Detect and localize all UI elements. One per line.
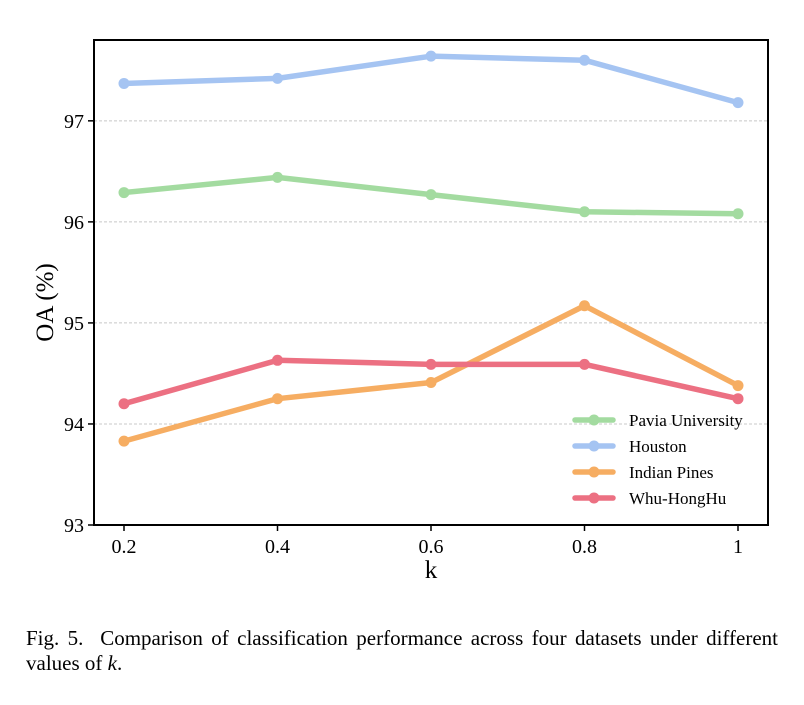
data-point-houston <box>118 77 130 89</box>
data-point-whu-honghu <box>579 358 590 370</box>
data-point-indian-pines <box>118 435 130 447</box>
legend-marker-indian-pines <box>588 466 600 478</box>
data-point-houston <box>732 97 744 109</box>
caption-variable: k <box>107 651 117 675</box>
data-point-pavia-university <box>732 208 744 220</box>
series-layer <box>118 50 744 447</box>
grid-lines <box>94 120 768 425</box>
data-point-houston <box>272 72 283 84</box>
legend: Pavia University Houston Indian Pines Whu-H… <box>572 411 743 508</box>
line-chart: 0.2 0.4 0.6 0.8 1 93 94 95 96 97 k OA (%) Pavia … <box>32 39 769 584</box>
x-tick-label: 0.2 <box>112 536 137 558</box>
figure-caption: Fig. 5. Comparison of classification per… <box>26 626 778 676</box>
legend-marker-whu-honghu <box>588 492 600 504</box>
y-tick-label: 97 <box>64 111 84 133</box>
data-point-indian-pines <box>425 377 437 389</box>
legend-label-indian-pines: Indian Pines <box>629 463 714 482</box>
x-tick-label: 0.4 <box>265 536 290 558</box>
data-point-whu-honghu <box>118 398 130 410</box>
caption-text: Comparison of classification performance… <box>26 626 779 675</box>
legend-label-houston: Houston <box>629 437 687 456</box>
series-line-houston <box>121 53 741 106</box>
y-axis: 93 94 95 96 97 <box>64 111 94 537</box>
data-point-houston <box>579 54 590 66</box>
legend-label-whu-honghu: Whu-HongHu <box>629 489 727 508</box>
x-axis-label: k <box>425 557 438 584</box>
y-tick-label: 95 <box>64 313 84 335</box>
y-axis-label: OA (%) <box>32 263 59 341</box>
legend-marker-houston <box>588 440 600 452</box>
data-point-whu-honghu <box>272 354 283 366</box>
x-axis: 0.2 0.4 0.6 0.8 1 <box>112 525 743 558</box>
y-tick-label: 93 <box>64 515 84 537</box>
x-tick-label: 0.8 <box>572 536 597 558</box>
data-point-indian-pines <box>579 300 590 312</box>
data-point-pavia-university <box>272 171 283 183</box>
y-tick-label: 94 <box>64 414 84 436</box>
caption-label: Fig. 5. <box>26 626 84 650</box>
x-tick-label: 1 <box>733 536 743 558</box>
data-point-whu-honghu <box>732 393 744 405</box>
y-tick-label: 96 <box>64 212 84 234</box>
data-point-pavia-university <box>118 187 130 199</box>
data-point-whu-honghu <box>425 358 437 370</box>
caption-end: . <box>116 651 123 675</box>
x-tick-label: 0.6 <box>419 536 444 558</box>
data-point-houston <box>425 50 437 62</box>
data-point-indian-pines <box>732 380 744 392</box>
data-point-indian-pines <box>272 393 283 405</box>
legend-label-pavia-university: Pavia University <box>629 411 743 430</box>
legend-marker-pavia-university <box>588 414 600 426</box>
data-point-pavia-university <box>425 189 437 201</box>
data-point-pavia-university <box>579 206 590 218</box>
